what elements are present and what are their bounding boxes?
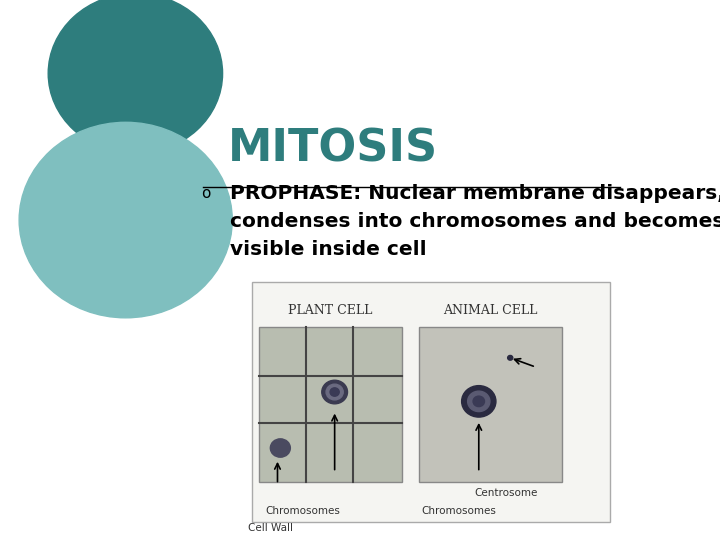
Circle shape: [330, 388, 339, 396]
Circle shape: [322, 380, 348, 404]
Circle shape: [467, 391, 490, 411]
Text: visible inside cell: visible inside cell: [230, 240, 426, 259]
Circle shape: [48, 0, 222, 153]
Text: PROPHASE: Nuclear membrane disappears, DNA: PROPHASE: Nuclear membrane disappears, D…: [230, 184, 720, 203]
Text: MITOSIS: MITOSIS: [228, 127, 438, 171]
Bar: [419, 327, 562, 482]
Text: PLANT CELL: PLANT CELL: [288, 304, 372, 317]
Text: condenses into chromosomes and becomes: condenses into chromosomes and becomes: [230, 212, 720, 231]
Bar: [252, 282, 610, 522]
Circle shape: [270, 439, 290, 457]
Circle shape: [19, 122, 233, 318]
Text: Centrosome: Centrosome: [474, 488, 538, 498]
Text: Cell Wall: Cell Wall: [248, 523, 292, 532]
Text: Chromosomes: Chromosomes: [265, 506, 340, 516]
Circle shape: [508, 355, 513, 360]
Circle shape: [473, 396, 485, 407]
Text: o: o: [201, 186, 210, 201]
Text: Chromosomes: Chromosomes: [421, 506, 496, 516]
Bar: [259, 327, 402, 482]
Text: ANIMAL CELL: ANIMAL CELL: [443, 304, 537, 317]
Circle shape: [462, 386, 496, 417]
Circle shape: [326, 384, 343, 400]
